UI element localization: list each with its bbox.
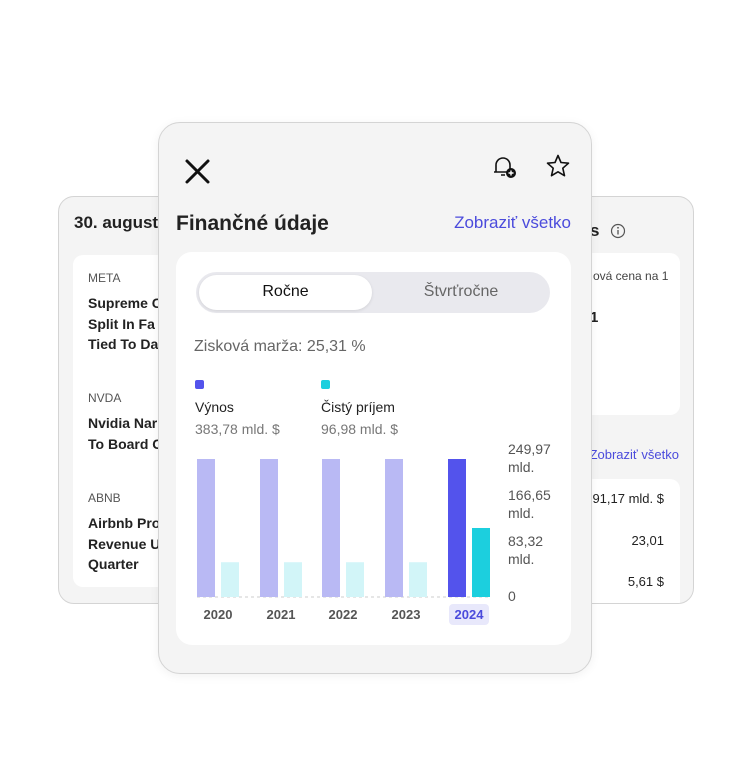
bar bbox=[284, 562, 302, 597]
headline[interactable]: To Board C bbox=[88, 435, 163, 452]
stats-title: s bbox=[590, 221, 600, 240]
x-tick-label[interactable]: 2021 bbox=[266, 607, 296, 622]
tab-active[interactable] bbox=[199, 275, 372, 310]
legend-swatch bbox=[321, 380, 330, 389]
tab[interactable]: Štvrťročne bbox=[423, 283, 499, 300]
legend-summary: 383,78 mld. $ bbox=[195, 421, 280, 437]
tab[interactable]: Ročne bbox=[262, 283, 309, 300]
view-all-link[interactable]: Zobraziť všetko bbox=[454, 213, 571, 232]
legend-label: Čistý príjem bbox=[321, 399, 395, 415]
bar bbox=[221, 562, 239, 597]
bar bbox=[409, 562, 427, 597]
info-icon[interactable] bbox=[610, 223, 626, 239]
stats-row: 23,01 bbox=[631, 533, 664, 548]
bar bbox=[385, 459, 403, 597]
legend-swatch bbox=[195, 380, 204, 389]
stats-subtitle: ová cena na 1 bbox=[593, 269, 669, 283]
y-tick-label: 0 bbox=[508, 588, 516, 604]
bar bbox=[322, 459, 340, 597]
bar bbox=[448, 459, 466, 597]
headline[interactable]: Supreme C bbox=[88, 295, 162, 311]
stats-link[interactable]: Zobraziť všetko bbox=[589, 447, 679, 462]
ticker: META bbox=[88, 271, 121, 285]
margin: Zisková marža: 25,31 % bbox=[194, 338, 366, 355]
y-tick-label: 83,32 mld. bbox=[508, 533, 544, 567]
card-title: Finančné údaje bbox=[176, 212, 329, 235]
headline[interactable]: Revenue U bbox=[88, 535, 161, 552]
bar bbox=[472, 527, 490, 597]
headline[interactable]: Split In Fa bbox=[88, 315, 155, 332]
bar bbox=[260, 459, 278, 597]
headline[interactable]: Airbnb Pro bbox=[88, 515, 161, 531]
headline[interactable]: Nvidia Nar bbox=[88, 415, 158, 431]
x-tick-label[interactable]: 2020 bbox=[203, 607, 233, 622]
stats-row: 291,17 mld. $ bbox=[585, 491, 664, 506]
x-tick-label[interactable]: 2022 bbox=[328, 607, 358, 622]
ticker: NVDA bbox=[88, 391, 122, 405]
x-tick-label[interactable]: 2024 bbox=[449, 604, 489, 625]
legend-summary: 96,98 mld. $ bbox=[321, 421, 399, 437]
ticker: ABNB bbox=[88, 491, 121, 505]
headline[interactable]: Tied To Da bbox=[88, 336, 159, 352]
stats-value: 1 bbox=[590, 309, 599, 326]
bar bbox=[197, 459, 215, 597]
date: 30. augusta bbox=[74, 213, 168, 232]
stats-row: 5,61 $ bbox=[627, 574, 664, 589]
headline[interactable]: Quarter bbox=[88, 556, 139, 572]
favorite-button[interactable] bbox=[545, 153, 573, 181]
chart-panel bbox=[176, 252, 571, 645]
x-tick-label[interactable]: 2023 bbox=[391, 607, 421, 622]
close-button[interactable] bbox=[184, 158, 212, 186]
y-tick-label: 249,97 mld. bbox=[508, 441, 551, 475]
y-tick-label: 166,65 mld. bbox=[508, 486, 551, 521]
bar bbox=[346, 562, 364, 597]
alert-button[interactable] bbox=[490, 153, 518, 181]
legend-label: Výnos bbox=[195, 399, 234, 415]
